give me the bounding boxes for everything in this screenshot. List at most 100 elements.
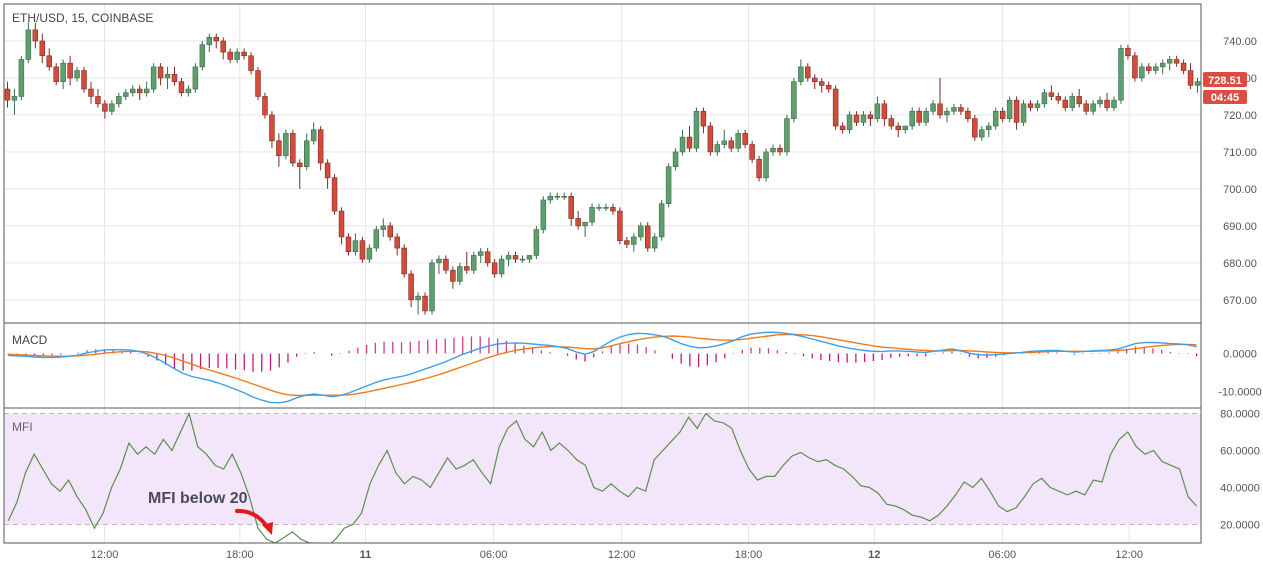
candle-body — [317, 129, 324, 164]
candle-body — [665, 166, 672, 204]
candle-body — [415, 295, 421, 301]
candle-body — [471, 255, 477, 271]
candle-body — [297, 162, 303, 167]
candle-body — [436, 258, 442, 264]
candle-body — [707, 125, 714, 153]
candle-body — [255, 70, 261, 97]
candle-body — [999, 110, 1006, 119]
candle-body — [143, 88, 150, 94]
candle-body — [1034, 103, 1041, 108]
candle-body — [735, 133, 741, 149]
countdown-text: 04:45 — [1211, 92, 1239, 104]
candle-body — [380, 225, 387, 230]
macd-signal-line — [8, 333, 1197, 397]
candle-body — [241, 51, 247, 57]
time-tick-label: 12:00 — [608, 549, 636, 561]
candle-body — [227, 51, 233, 60]
candle-body — [526, 255, 533, 260]
candle-body — [457, 266, 463, 282]
price-tick-label: 690.00 — [1223, 221, 1257, 233]
candle-body — [617, 210, 623, 241]
price-tick-label: 680.00 — [1223, 258, 1257, 270]
candle-body — [443, 258, 449, 271]
candle-body — [345, 236, 352, 253]
macd-tick-label: -10.0000 — [1218, 387, 1261, 399]
candle-body — [25, 29, 32, 60]
candle-body — [88, 88, 94, 97]
macd-line — [8, 331, 1197, 404]
last-price-text: 728.51 — [1208, 75, 1242, 87]
candle-body — [373, 229, 380, 249]
candle-body — [74, 70, 80, 79]
candle-body — [1013, 99, 1020, 123]
candle-body — [596, 207, 602, 209]
candle-body — [1104, 99, 1110, 108]
candle-body — [283, 133, 289, 156]
candle-body — [408, 273, 414, 301]
candle-body — [359, 240, 366, 260]
candle-body — [276, 140, 282, 156]
candle-body — [81, 70, 87, 90]
candle-body — [839, 125, 846, 131]
mfi-title: MFI — [12, 420, 33, 434]
candle-body — [568, 195, 574, 219]
candle-body — [171, 73, 178, 82]
candle-body — [39, 40, 46, 57]
mfi-tick-label: 20.0000 — [1220, 520, 1260, 532]
candle-body — [909, 110, 915, 127]
candle-body — [477, 251, 484, 256]
candle-body — [1180, 62, 1187, 71]
candle-body — [123, 92, 129, 97]
candle-body — [902, 125, 908, 131]
candle-body — [846, 114, 853, 131]
candle-body — [67, 62, 73, 79]
candle-body — [206, 36, 213, 45]
candle-body — [784, 118, 790, 153]
candle-body — [589, 207, 595, 223]
candle-body — [303, 140, 310, 167]
time-tick-label: 06:00 — [480, 549, 508, 561]
candle-body — [728, 140, 734, 149]
candle-body — [1083, 103, 1089, 112]
candle-body — [992, 110, 999, 127]
mfi-line — [7, 411, 1198, 543]
candle-body — [812, 77, 818, 82]
candle-body — [1159, 62, 1166, 68]
candle-body — [1146, 66, 1152, 71]
candle-body — [185, 88, 192, 94]
time-tick-label: 12:00 — [91, 549, 119, 561]
candle-body — [533, 229, 540, 256]
candle-body — [1055, 96, 1062, 101]
candle-body — [700, 110, 707, 127]
candle-body — [164, 73, 171, 79]
candle-body — [631, 236, 637, 245]
candle-body — [1194, 81, 1201, 86]
candle-body — [387, 225, 393, 238]
candle-body — [582, 221, 588, 227]
candle-body — [1118, 48, 1124, 101]
mfi-annotation-text: MFI below 20 — [148, 490, 248, 507]
candle-body — [269, 114, 275, 142]
candle-body — [401, 247, 407, 275]
candle-body — [1069, 96, 1075, 108]
time-tick-label: 18:00 — [226, 549, 254, 561]
candle-body — [150, 66, 157, 90]
candle-body — [603, 207, 609, 209]
candle-body — [638, 225, 644, 238]
candle-body — [484, 251, 491, 264]
candle-body — [199, 44, 206, 68]
candle-body — [1139, 66, 1145, 79]
candle-body — [331, 177, 338, 212]
time-tick-label: 12 — [868, 549, 880, 561]
time-tick-label: 12:00 — [1115, 549, 1143, 561]
candle-body — [937, 103, 943, 116]
candle-body — [624, 240, 630, 245]
candle-body — [540, 199, 547, 230]
candle-body — [644, 225, 651, 249]
candle-body — [561, 195, 567, 198]
candle-body — [951, 107, 957, 112]
candle-body — [109, 103, 115, 112]
candle-body — [867, 114, 874, 119]
price-tick-label: 740.00 — [1223, 36, 1257, 48]
